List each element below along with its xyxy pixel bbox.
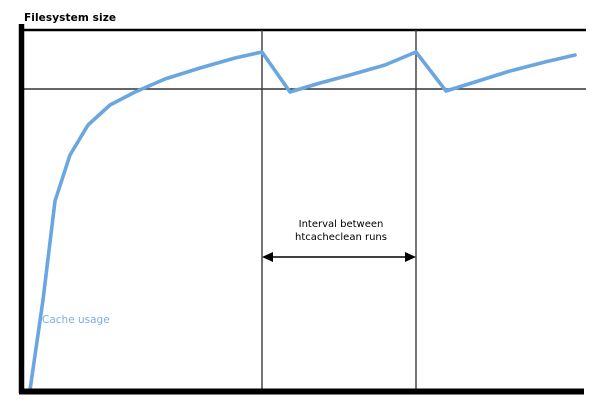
interval-annotation-line-1: Interval between xyxy=(298,219,384,230)
axis-title-filesystem-size: Filesystem size xyxy=(24,12,117,24)
cache-usage-curve xyxy=(28,50,577,392)
arrow-head-right xyxy=(405,252,416,262)
interval-arrow xyxy=(262,252,416,262)
series-label-cache-usage: Cache usage xyxy=(42,314,110,326)
arrow-head-left xyxy=(262,252,273,262)
interval-annotation-line-2: htcacheclean runs xyxy=(295,231,387,243)
interval-annotation: Interval between htcacheclean runs xyxy=(285,219,397,244)
